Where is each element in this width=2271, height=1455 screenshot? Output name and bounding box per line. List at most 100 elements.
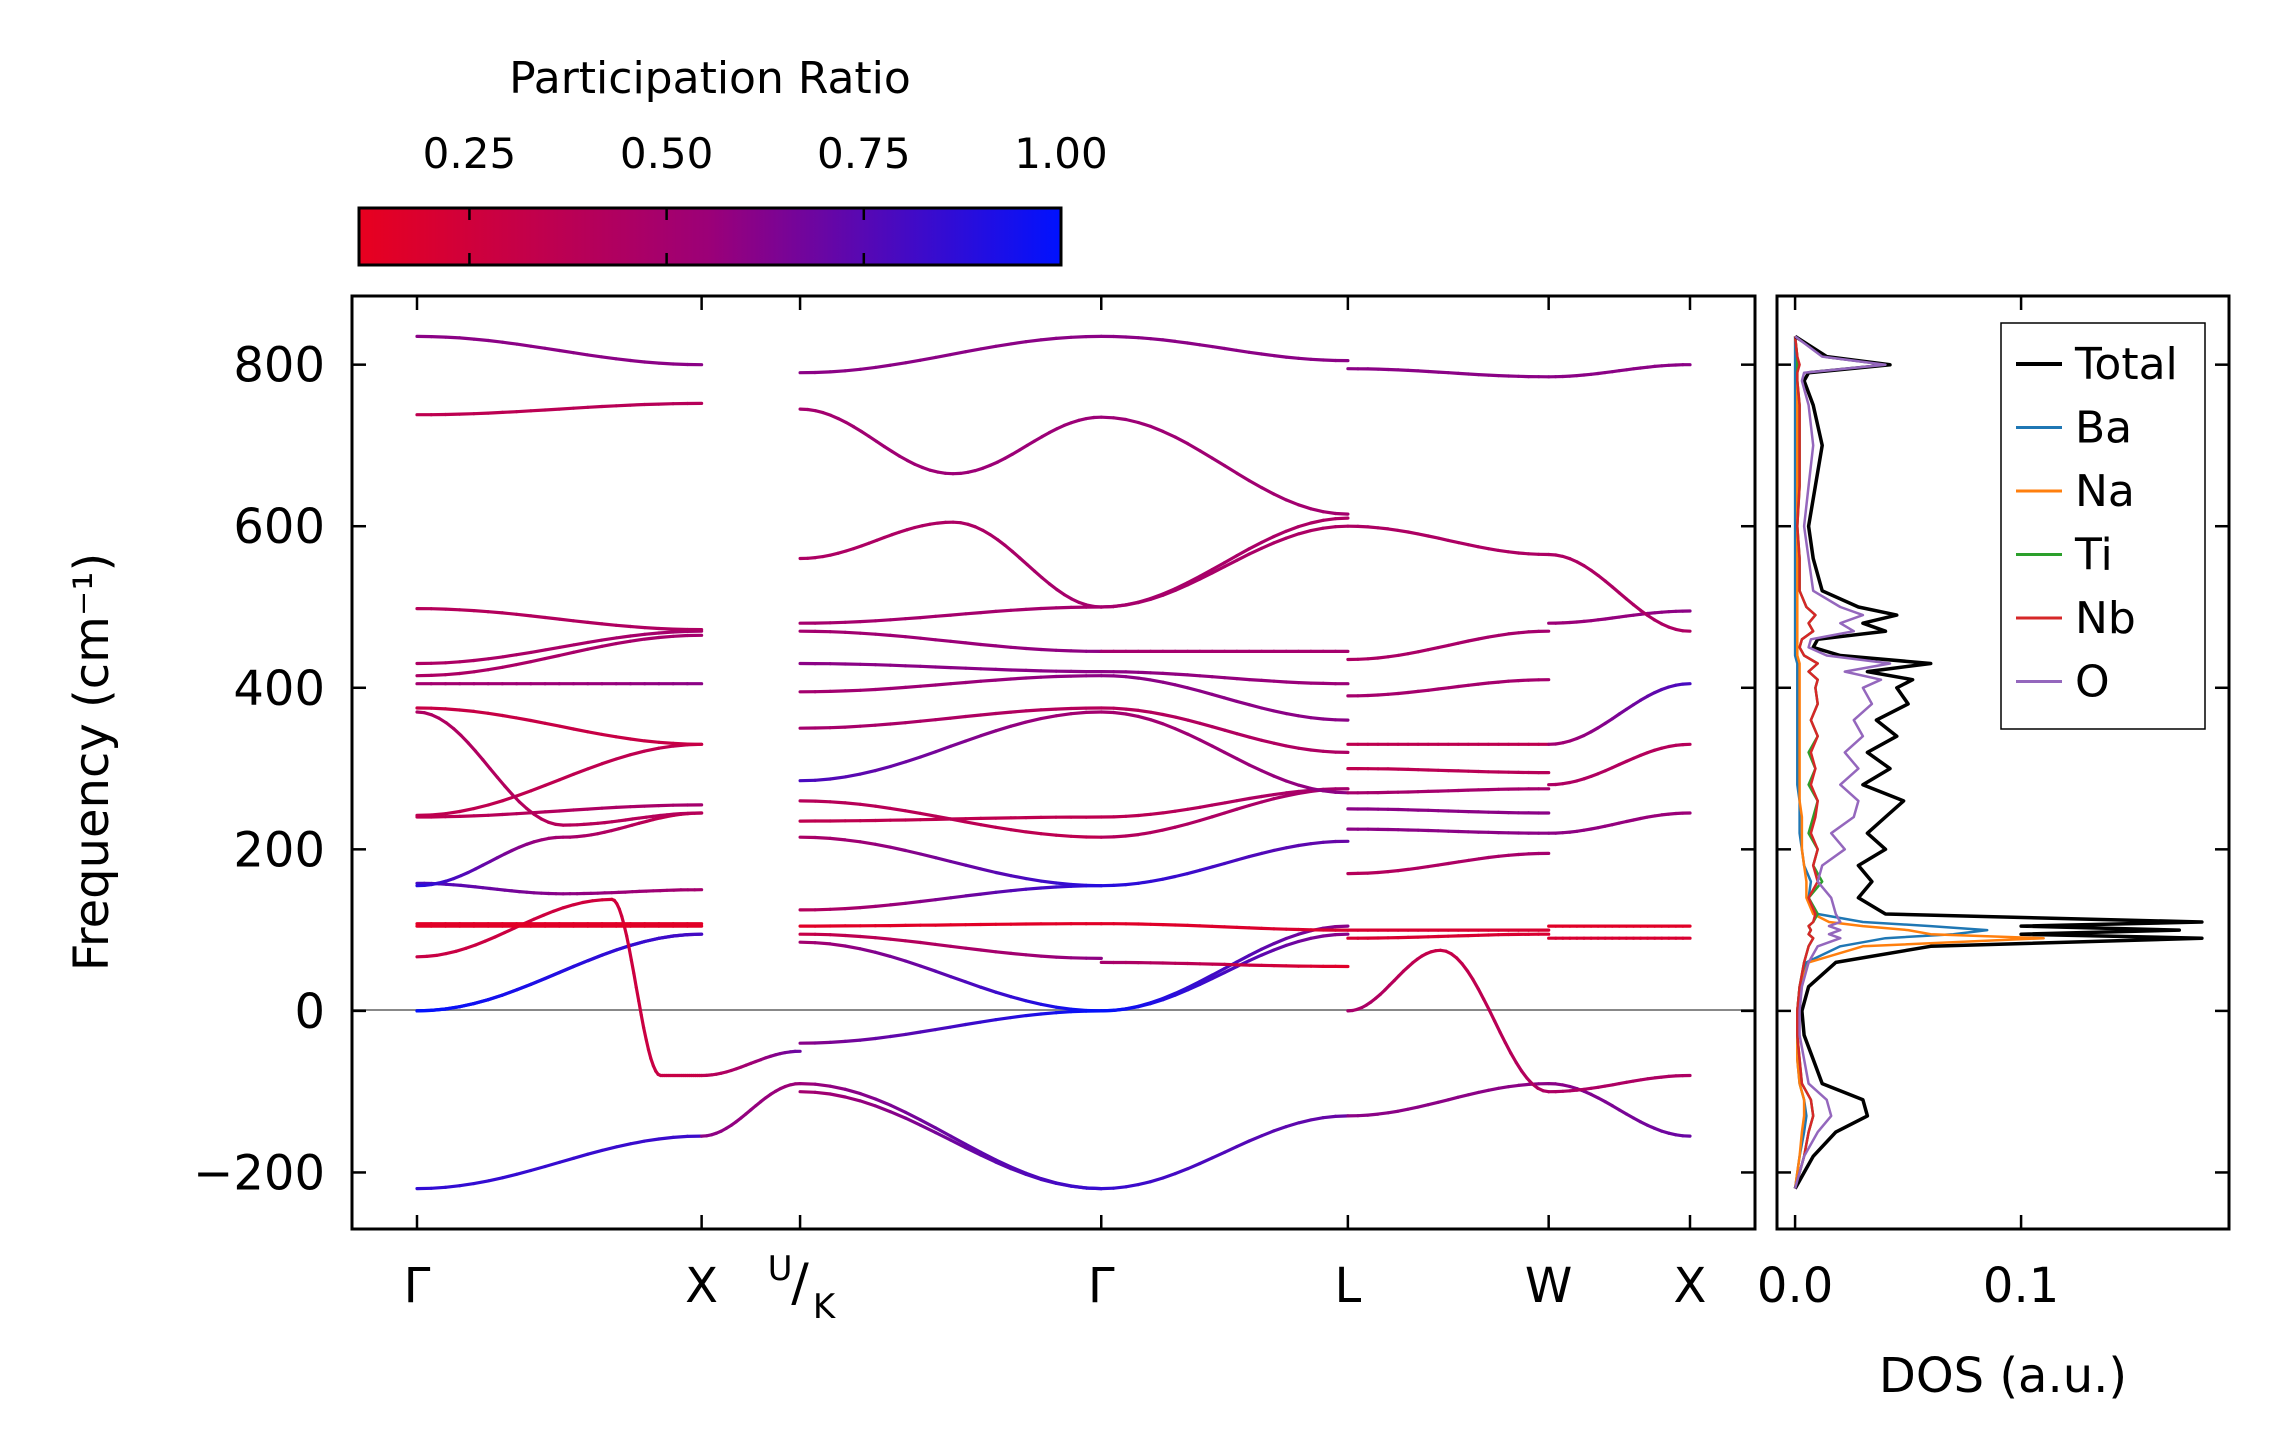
band-y-tick-label: −200: [193, 1145, 325, 1201]
colorbar-tick-label: 0.75: [817, 129, 911, 178]
svg-text:Ba: Ba: [2075, 403, 2132, 454]
band-line: [1099, 787, 1350, 839]
legend-item-nb: Nb: [2016, 593, 2136, 644]
colorbar-ticks: [468, 208, 1063, 265]
band-y-ticks: −200 0 200 400 600 800: [193, 338, 1755, 1201]
band-x-tick-label: X: [685, 1258, 718, 1314]
band-line: [1099, 787, 1350, 819]
band-line: [798, 520, 1103, 609]
colorbar: [357, 206, 1063, 267]
band-y-tick-label: 200: [233, 822, 325, 878]
band-line: [1346, 787, 1551, 795]
band-y-axis-label: Frequency (cm⁻¹): [64, 553, 120, 971]
band-line: [1099, 1114, 1350, 1191]
band-lines: [415, 334, 1692, 1191]
band-x-tick-label: X: [1674, 1258, 1707, 1314]
colorbar-tick-label: 0.25: [423, 129, 517, 178]
band-line: [415, 629, 704, 666]
svg-text:/: /: [791, 1253, 809, 1313]
band-line: [1547, 1073, 1692, 1094]
legend-item-total: Total: [2016, 339, 2178, 390]
band-x-tick-label: Γ: [1088, 1258, 1115, 1314]
colorbar-tick-label: 1.00: [1014, 129, 1108, 178]
band-structure-panel: −200 0 200 400 600 800 Γ X U/K Γ L W X Frequency (c…: [64, 294, 1757, 1327]
band-line: [798, 932, 1103, 961]
band-line: [798, 334, 1103, 375]
band-line: [1346, 827, 1551, 835]
band-line: [1099, 960, 1350, 969]
dos-axes-frame: [1775, 294, 2231, 1231]
band-line: [1346, 932, 1551, 940]
band-x-tick-label: U/K: [768, 1249, 837, 1327]
dos-line-o: [1793, 335, 1892, 1189]
band-x-tick-label: L: [1334, 1258, 1361, 1314]
band-line: [798, 629, 1103, 654]
band-line: [798, 661, 1103, 674]
band-y-tick-label: 0: [294, 984, 325, 1040]
colorbar-tick-labels: 0.25 0.50 0.75 1.00: [423, 129, 1108, 178]
band-line: [415, 932, 704, 1013]
band-line: [1346, 524, 1551, 557]
band-line: [798, 1090, 1103, 1191]
band-line: [798, 884, 1103, 912]
band-line: [1099, 674, 1350, 722]
band-line: [1547, 609, 1692, 625]
dos-line-nb: [1793, 336, 1819, 1189]
dos-y-ticks: [1777, 363, 2229, 1174]
band-line: [798, 940, 1103, 1013]
band-line: [1547, 363, 1692, 379]
band-line: [1099, 516, 1350, 609]
svg-text:O: O: [2075, 657, 2110, 708]
dos-line-total: [1793, 334, 2204, 1190]
band-line: [699, 1049, 802, 1078]
band-line: [1547, 682, 1692, 746]
dos-x-ticks: 0.0 0.1: [1757, 296, 2059, 1314]
band-line: [798, 605, 1103, 625]
colorbar-title: Participation Ratio: [509, 53, 911, 104]
svg-text:Ti: Ti: [2074, 530, 2113, 581]
band-line: [798, 407, 1103, 476]
band-line: [798, 835, 1103, 888]
dos-legend: Total Ba Na Ti Nb O: [2000, 322, 2206, 730]
band-line: [1346, 1081, 1551, 1118]
band-y-tick-label: 600: [233, 499, 325, 555]
high-symmetry-lines: [415, 296, 1692, 1229]
band-line: [1099, 334, 1350, 363]
band-line: [1099, 710, 1350, 795]
band-line: [1099, 922, 1350, 932]
dos-x-tick-label: 0.1: [1983, 1258, 2059, 1314]
band-x-tick-label: W: [1525, 1258, 1572, 1314]
band-axes-frame: [350, 294, 1757, 1231]
band-line: [1346, 766, 1551, 775]
svg-text:K: K: [813, 1287, 837, 1327]
band-line: [798, 674, 1103, 694]
band-line: [415, 334, 704, 367]
band-line: [1099, 524, 1350, 609]
dos-x-axis-label: DOS (a.u.): [1879, 1348, 2127, 1404]
dos-line-ba: [1793, 336, 1989, 1189]
svg-text:U: U: [768, 1249, 793, 1289]
band-y-tick-label: 800: [233, 338, 325, 394]
band-line: [1346, 807, 1551, 815]
band-line: [1099, 839, 1350, 888]
svg-text:Na: Na: [2075, 466, 2135, 517]
band-line: [1099, 932, 1350, 1013]
band-line: [798, 706, 1103, 730]
band-line: [1099, 669, 1350, 686]
band-line: [415, 633, 704, 678]
band-x-ticks: Γ X U/K Γ L W X: [404, 1249, 1707, 1327]
dos-legend-items: Total Ba Na Ti Nb O: [2016, 339, 2178, 708]
svg-text:Total: Total: [2074, 339, 2178, 390]
band-line: [415, 710, 704, 827]
band-line: [415, 881, 704, 896]
band-line: [1547, 742, 1692, 787]
band-line: [415, 606, 704, 632]
band-line: [415, 803, 704, 819]
band-line: [798, 710, 1103, 783]
legend-item-na: Na: [2016, 466, 2135, 517]
band-line: [798, 922, 1103, 928]
dos-panel: 0.0 0.1 DOS (a.u.) Total Ba Na Ti Nb O: [1757, 294, 2231, 1404]
legend-item-ti: Ti: [2016, 530, 2113, 581]
band-line: [1099, 706, 1350, 755]
